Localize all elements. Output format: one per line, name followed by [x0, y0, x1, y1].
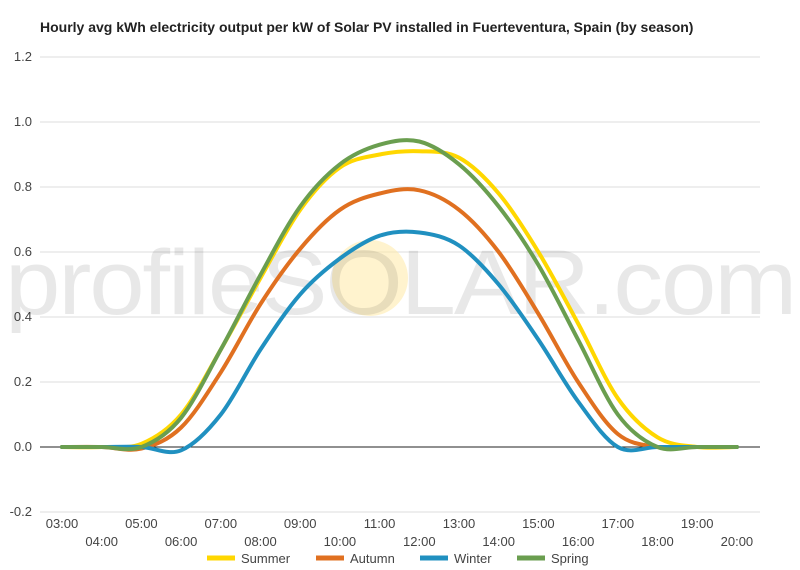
- series-line-winter: [60, 229, 739, 455]
- x-tick-label: 08:00: [244, 534, 277, 549]
- y-tick-label: 0.6: [14, 244, 32, 259]
- x-tick-label: 16:00: [562, 534, 595, 549]
- x-tick-label: 06:00: [165, 534, 198, 549]
- watermark-sun: [332, 240, 408, 316]
- y-tick-label: -0.2: [10, 504, 32, 519]
- legend-label: Autumn: [350, 551, 395, 566]
- x-tick-label: 03:00: [46, 516, 79, 531]
- y-tick-label: 0.4: [14, 309, 32, 324]
- x-tick-label: 05:00: [125, 516, 158, 531]
- x-tick-label: 11:00: [364, 516, 396, 531]
- y-tick-label: 1.0: [14, 114, 32, 129]
- legend-label: Summer: [241, 551, 291, 566]
- x-tick-label: 04:00: [85, 534, 118, 549]
- series-line-spring: [60, 138, 739, 452]
- series-line-summer: [60, 149, 739, 450]
- x-tick-label: 10:00: [324, 534, 357, 549]
- y-tick-label: 0.2: [14, 374, 32, 389]
- x-tick-label: 07:00: [205, 516, 238, 531]
- x-tick-label: 09:00: [284, 516, 317, 531]
- y-tick-label: 0.0: [14, 439, 32, 454]
- chart-title: Hourly avg kWh electricity output per kW…: [40, 19, 694, 35]
- x-tick-label: 17:00: [602, 516, 635, 531]
- x-tick-label: 20:00: [721, 534, 754, 549]
- x-tick-label: 12:00: [403, 534, 436, 549]
- x-tick-label: 15:00: [522, 516, 555, 531]
- y-tick-label: 0.8: [14, 179, 32, 194]
- x-tick-label: 14:00: [482, 534, 515, 549]
- watermark-text: profileSOLAR.com: [5, 232, 795, 334]
- x-tick-label: 13:00: [443, 516, 476, 531]
- series-line-autumn: [60, 187, 739, 452]
- y-tick-label: 1.2: [14, 49, 32, 64]
- x-tick-label: 18:00: [641, 534, 674, 549]
- legend-label: Winter: [454, 551, 492, 566]
- legend-label: Spring: [551, 551, 589, 566]
- x-tick-label: 19:00: [681, 516, 714, 531]
